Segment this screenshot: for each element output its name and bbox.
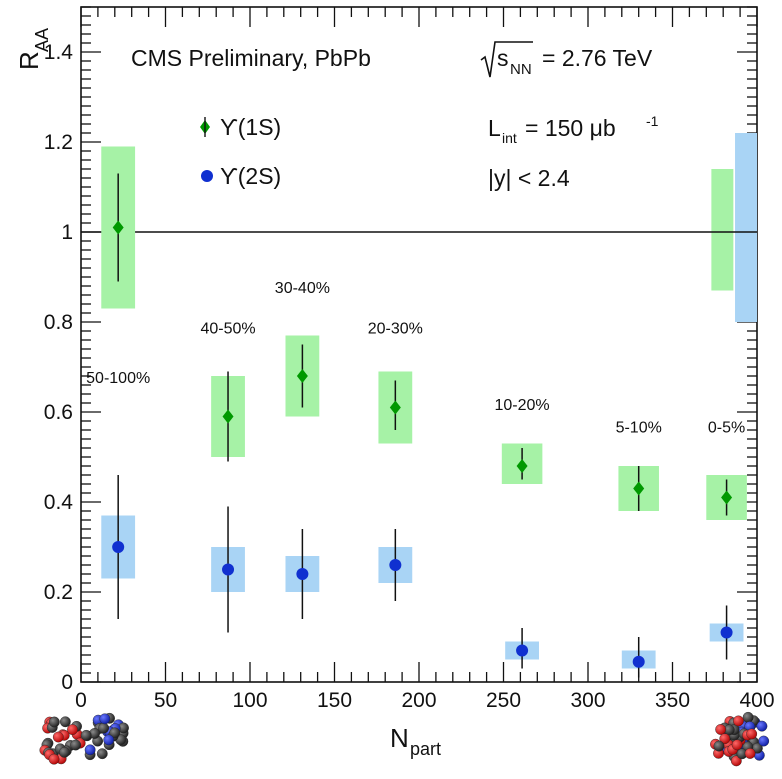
x-tick-label: 250 <box>486 689 521 712</box>
lumi-sub: int <box>502 130 517 146</box>
nucleon <box>715 724 727 735</box>
marker-1s <box>633 481 645 496</box>
lumi-value: = 150 μb <box>525 115 616 141</box>
energy-label: s NN = 2.76 TeV <box>480 41 653 78</box>
marker-1s <box>721 490 733 505</box>
energy-sub: NN <box>510 61 532 78</box>
centrality-label: 20-30% <box>368 320 423 337</box>
centrality-label: 5-10% <box>616 419 662 436</box>
y-tick-label: 0.2 <box>44 581 73 604</box>
y-tick-label: 0.6 <box>44 401 73 424</box>
legend-label-2s: ϒ(2S) <box>220 163 281 189</box>
rapidity-label: |y| < 2.4 <box>488 165 570 191</box>
nucleon <box>98 722 110 734</box>
lumi-L: L <box>488 115 501 141</box>
nucleon <box>103 734 115 746</box>
global-syst-box-1s <box>711 169 734 291</box>
luminosity-label: L int = 150 μb -1 <box>488 113 659 146</box>
marker-1s <box>296 369 308 383</box>
centrality-label: 0-5% <box>708 419 745 436</box>
marker-1s <box>516 459 528 473</box>
x-axis-title: N part <box>390 723 441 759</box>
legend-label-1s: ϒ(1S) <box>220 114 281 140</box>
x-tick-label: 150 <box>317 689 352 712</box>
nucleon <box>48 753 60 765</box>
nucleon <box>733 715 744 727</box>
nucleon <box>80 729 92 741</box>
nucleon <box>756 720 768 732</box>
x-tick-label: 300 <box>570 689 605 712</box>
y-axis-title: R AA <box>14 28 52 70</box>
nucleon <box>67 724 78 735</box>
nucleon <box>109 727 121 739</box>
nucleon <box>59 716 71 728</box>
y-tick-label: 1 <box>61 221 73 244</box>
marker-1s <box>112 220 124 235</box>
legend-marker-2s <box>201 170 213 182</box>
energy-s: s <box>497 45 509 71</box>
centrality-label: 40-50% <box>200 320 255 337</box>
nucleon <box>719 733 731 745</box>
y-axis-title-sub: AA <box>32 28 52 52</box>
x-tick-label: 50 <box>154 689 177 712</box>
lumi-sup: -1 <box>646 113 659 129</box>
x-axis-title-main: N <box>390 723 409 753</box>
x-tick-label: 0 <box>75 689 87 712</box>
nucleon <box>84 744 96 756</box>
global-syst-box-2s <box>735 133 757 322</box>
marker-1s <box>389 400 401 415</box>
marker-2s <box>296 568 309 580</box>
nucleon <box>48 716 60 728</box>
marker-2s <box>222 563 235 576</box>
x-tick-label: 200 <box>401 689 436 712</box>
nucleon <box>731 739 743 751</box>
marker-2s <box>720 626 733 639</box>
x-tick-label: 100 <box>232 689 267 712</box>
marker-1s <box>222 409 234 424</box>
axes: 0 50 100 150 200 250 300 350 400 0 0.2 0.4 0.6 0.8 1 1.… <box>44 6 775 712</box>
y-tick-label: 0.8 <box>44 311 73 334</box>
nucleon <box>713 740 725 752</box>
plot-frame <box>80 6 758 683</box>
nucleon <box>96 748 108 760</box>
marker-2s <box>389 559 402 571</box>
y-tick-label: 1.2 <box>44 131 73 154</box>
nucleon <box>59 746 70 758</box>
legend: ϒ(1S) ϒ(2S) <box>200 114 281 189</box>
nucleon <box>758 735 770 747</box>
marker-2s <box>632 655 645 668</box>
marker-2s <box>516 644 529 657</box>
chart-title: CMS Preliminary, PbPb <box>131 45 371 71</box>
nucleon <box>742 711 754 723</box>
marker-2s <box>112 541 125 553</box>
colliding-nuclei-peripheral-icon <box>39 712 129 765</box>
nucleon <box>744 748 756 759</box>
nucleon <box>730 755 742 767</box>
y-tick-label: 0.4 <box>44 491 74 514</box>
nucleon <box>746 728 758 740</box>
nucleon <box>52 731 64 743</box>
centrality-label: 10-20% <box>495 397 550 414</box>
y-tick-label: 1.4 <box>44 41 74 64</box>
centrality-label: 50-100% <box>86 370 150 387</box>
energy-value: = 2.76 TeV <box>542 45 653 71</box>
y-axis-title-main: R <box>14 51 44 70</box>
centrality-label: 30-40% <box>275 280 330 297</box>
y-tick-label: 0 <box>61 671 73 694</box>
x-tick-label: 400 <box>739 689 774 712</box>
x-axis-title-sub: part <box>410 739 441 759</box>
data-layer <box>81 133 757 678</box>
nucleon <box>99 713 111 725</box>
colliding-nuclei-central-icon <box>710 711 770 767</box>
nucleon <box>70 739 82 751</box>
x-tick-label: 350 <box>655 689 690 712</box>
